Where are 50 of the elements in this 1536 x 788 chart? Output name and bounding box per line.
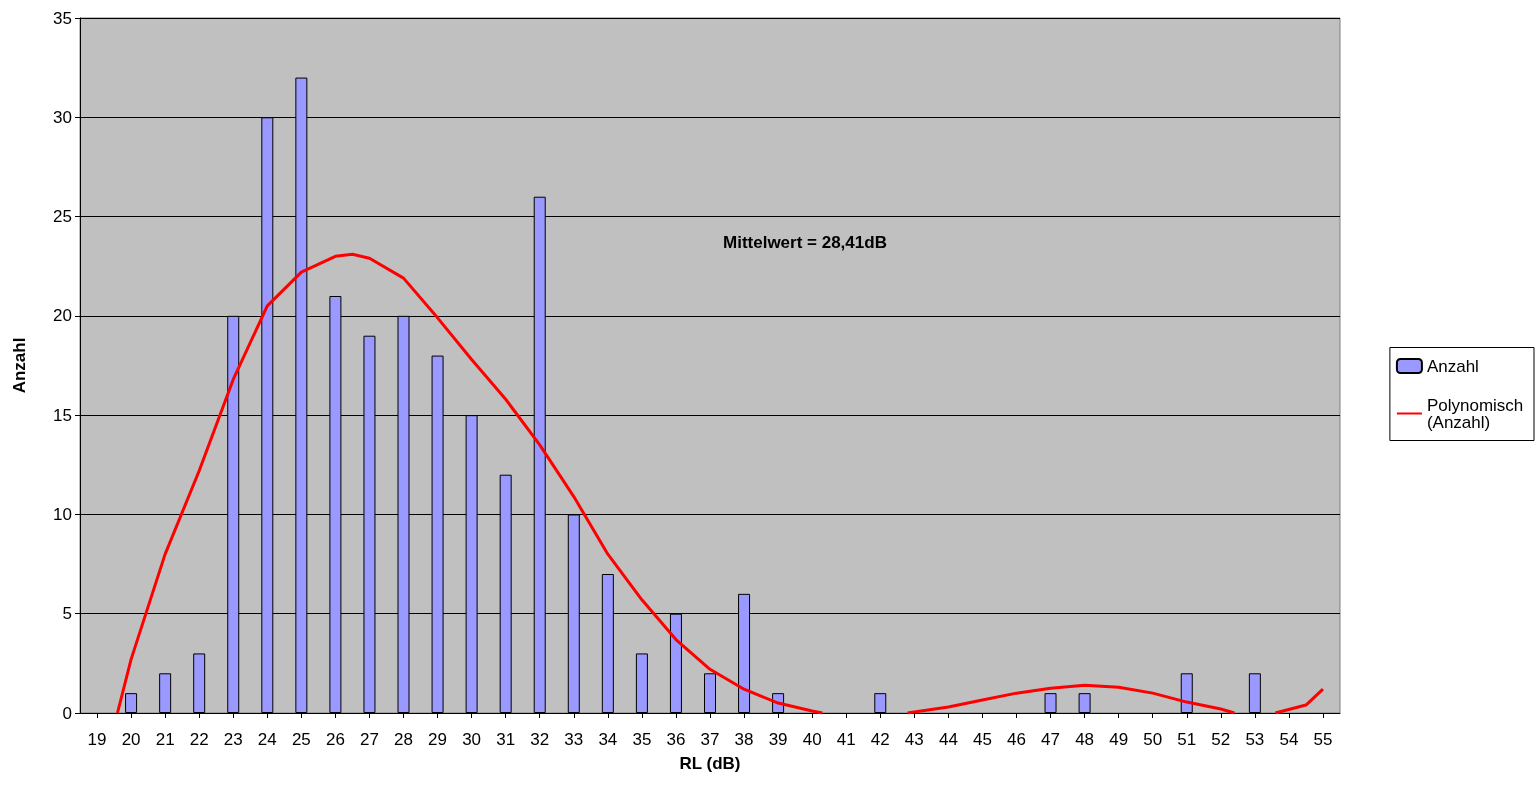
x-tick-label: 45 — [972, 730, 992, 749]
x-tick-label: 35 — [632, 730, 652, 749]
x-tick-label: 26 — [325, 730, 345, 749]
x-tick-label: 23 — [223, 730, 243, 749]
x-tick-label: 47 — [1041, 730, 1060, 749]
x-tick-label: 27 — [360, 730, 379, 749]
y-axis-title: Anzahl — [10, 337, 29, 394]
x-tick-label: 37 — [700, 730, 720, 749]
x-tick-label: 36 — [666, 730, 686, 749]
y-tick-label: 15 — [53, 405, 72, 425]
x-tick-label: 52 — [1211, 730, 1231, 749]
x-tick-label: 50 — [1143, 730, 1163, 749]
x-tick-label: 28 — [394, 730, 413, 749]
x-tick-label: 22 — [189, 730, 209, 749]
x-tick-label: 55 — [1313, 730, 1333, 749]
x-tick-label: 51 — [1177, 730, 1197, 749]
x-tick-label: 41 — [836, 730, 856, 749]
x-tick-label: 49 — [1109, 730, 1129, 749]
x-tick-label: 34 — [598, 730, 618, 749]
y-tick-label: 20 — [53, 306, 72, 326]
x-tick-label: 54 — [1279, 730, 1299, 749]
x-axis-title: RL (dB) — [679, 754, 741, 773]
y-tick-label: 25 — [53, 207, 72, 227]
y-tick-label: 5 — [62, 604, 72, 624]
x-tick-label: 29 — [428, 730, 448, 749]
x-tick-label: 44 — [938, 730, 958, 749]
x-tick-label: 38 — [734, 730, 754, 749]
x-tick-label: 48 — [1075, 730, 1095, 749]
x-tick-label: 53 — [1245, 730, 1265, 749]
x-tick-label: 40 — [802, 730, 822, 749]
x-tick-label: 33 — [564, 730, 584, 749]
x-tick-label: 20 — [121, 730, 141, 749]
x-tick-label: 32 — [530, 730, 550, 749]
legend-label: Anzahl — [1426, 356, 1479, 376]
x-tick-label: 46 — [1007, 730, 1026, 749]
x-tick-label: 19 — [87, 730, 107, 749]
x-tick-label: 21 — [155, 730, 175, 749]
x-tick-label: 39 — [768, 730, 788, 749]
y-tick-label: 30 — [53, 107, 72, 127]
y-tick-label: 35 — [53, 8, 72, 28]
x-tick-label: 31 — [496, 730, 516, 749]
x-tick-label: 25 — [291, 730, 311, 749]
annotation: Mittelwert = 28,41dB — [723, 233, 887, 252]
x-tick-label: 43 — [904, 730, 924, 749]
y-tick-label: 10 — [53, 504, 72, 524]
x-tick-label: 42 — [870, 730, 890, 749]
y-tick-label: 0 — [62, 703, 72, 723]
x-tick-label: 24 — [257, 730, 277, 749]
x-tick-label: 30 — [462, 730, 482, 749]
legend-label: Polynomisch (Anzahl) — [1426, 395, 1529, 432]
